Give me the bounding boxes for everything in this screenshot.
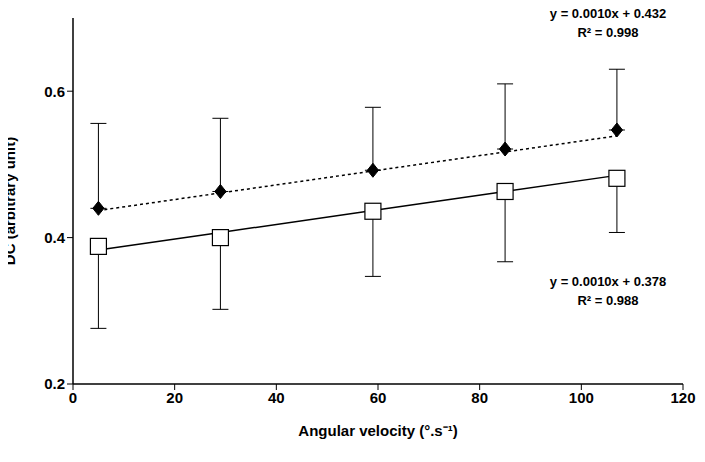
- html-text:y = 0.0010x + 0.378: y = 0.0010x + 0.378: [549, 274, 667, 289]
- svg-text:0.4: 0.4: [44, 229, 66, 246]
- svg-text:0: 0: [69, 389, 77, 406]
- svg-text:40: 40: [268, 389, 285, 406]
- svg-text:60: 60: [370, 389, 387, 406]
- svg-text:20: 20: [166, 389, 183, 406]
- svg-text:120: 120: [670, 389, 695, 406]
- svg-text:0.2: 0.2: [44, 375, 65, 392]
- svg-text:0.6: 0.6: [44, 83, 65, 100]
- svg-text:DC (arbitrary unit): DC (arbitrary unit): [8, 137, 18, 265]
- svg-text:80: 80: [471, 389, 488, 406]
- html-text:y = 0.0010x + 0.432: y = 0.0010x + 0.432: [549, 6, 667, 21]
- svg-text:100: 100: [569, 389, 594, 406]
- html-text:R² = 0.988: R² = 0.988: [577, 293, 639, 308]
- svg-text:Angular velocity (°.s⁻¹): Angular velocity (°.s⁻¹): [298, 422, 457, 439]
- html-text:R² = 0.998: R² = 0.998: [577, 25, 639, 40]
